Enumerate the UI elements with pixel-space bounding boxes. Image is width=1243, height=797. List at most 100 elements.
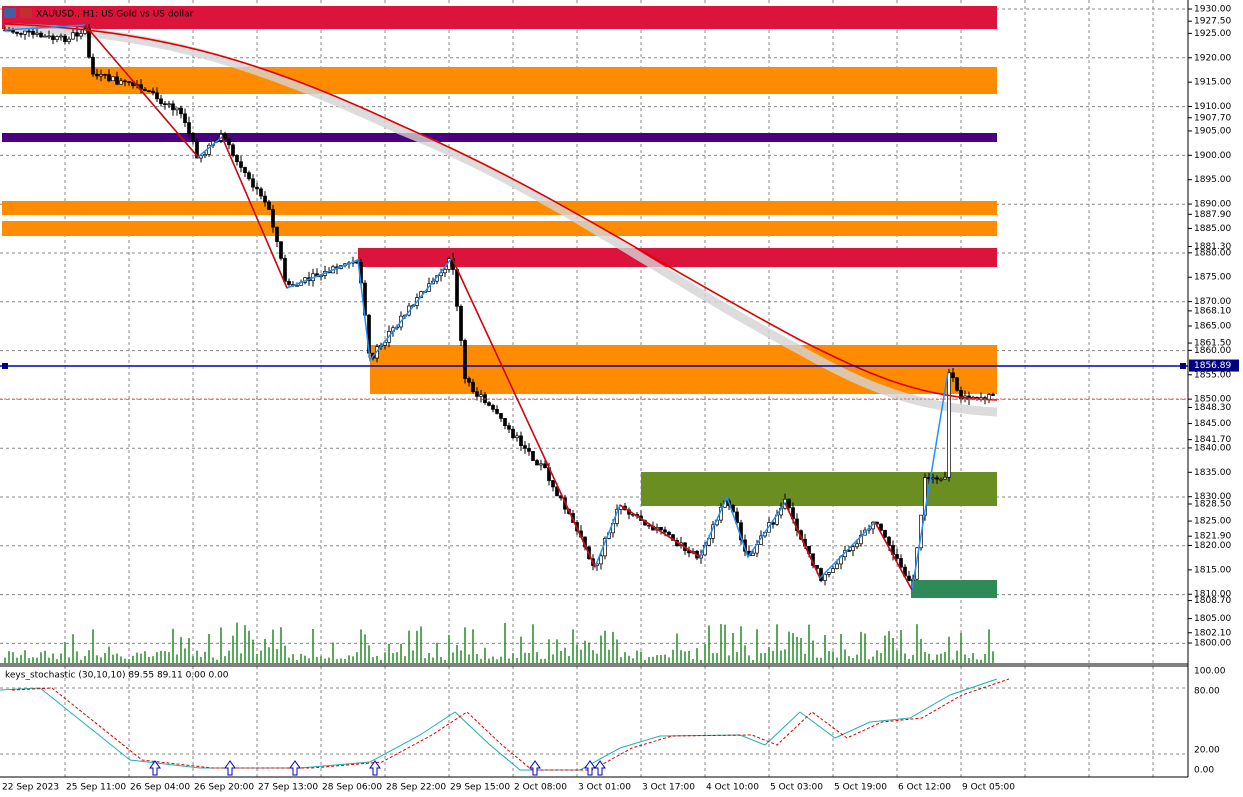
candle-body [883,529,887,538]
price-label: 1855.00 [1194,370,1231,380]
price-label: 1910.00 [1194,102,1231,112]
price-label: 1930.00 [1194,5,1231,15]
price-label: 1868.10 [1194,306,1231,316]
price-label: 1875.00 [1194,273,1231,283]
indicator-axis-label: 20.00 [1194,746,1220,756]
candle-body [67,38,71,42]
indicator-axis-label: 100.00 [1194,667,1226,677]
candle-body [143,88,147,91]
time-label: 28 Sep 06:00 [322,783,382,793]
candle-body [235,155,239,163]
icon [20,8,32,18]
candle-body [475,391,479,397]
candle-body [491,405,495,410]
price-label: 1865.00 [1194,322,1231,332]
candle-body [91,56,95,75]
candle-body [43,35,47,38]
zigzag-down [784,502,821,579]
price-label: 1895.00 [1194,175,1231,185]
candle-body [175,107,179,111]
zigzag-down [619,504,701,558]
candle-body [195,140,199,159]
price-label: 1848.30 [1194,403,1231,413]
candle-body [39,32,43,38]
volume [4,622,994,663]
price-label: 1830.00 [1194,492,1231,502]
candle-body [279,241,283,259]
time-label: 22 Sep 2023 [2,783,59,793]
candle-body [63,35,67,42]
candle-body [87,28,91,58]
candle-body [599,555,603,565]
candle-body [899,558,903,568]
candle-body [663,529,667,533]
candle-body [123,80,127,83]
price-label: 1802.10 [1194,628,1231,638]
price-label: 1887.90 [1194,210,1231,220]
candle-body [835,563,839,569]
price-label: 1885.00 [1194,224,1231,234]
price-label: 1915.00 [1194,78,1231,88]
signal-arrow [594,760,606,776]
candle-body [671,534,675,541]
price-label: 1850.00 [1194,395,1231,405]
candle-body [23,30,27,35]
price-label: 1925.00 [1194,29,1231,39]
candle-body [11,29,15,33]
line-handle [1180,363,1186,369]
candle-body [267,201,271,210]
candle-body [467,378,471,383]
candle-body [95,73,99,77]
candle-body [31,30,35,35]
candle-body [59,35,63,38]
candle-body [127,81,131,83]
price-label: 1820.00 [1194,541,1231,551]
signal-arrow [369,760,381,776]
price-label: 1900.00 [1194,151,1231,161]
candle-body [515,435,519,439]
candle-body [823,573,827,581]
candle-body [231,144,235,156]
moving-average-band [4,23,998,417]
price-marker-box [1189,359,1239,372]
candle-body [887,536,891,546]
candle-body [203,154,207,157]
candle-body [551,480,555,488]
candle-body [495,408,499,414]
candle-body [167,103,171,106]
indicator-axis-label: 0.00 [1194,766,1214,776]
icon [4,8,16,18]
zone [911,580,997,598]
candle-body [19,33,23,35]
candle-body [455,269,459,307]
candle-body [35,32,39,35]
candle-body [107,74,111,82]
candle-body [223,133,227,140]
stochastic [0,678,1010,776]
price-label: 1870.00 [1194,297,1231,307]
candle-body [659,527,663,531]
candle-body [183,113,187,123]
candle-body [191,132,195,142]
candle-body [71,32,75,40]
time-label: 25 Sep 11:00 [66,783,126,793]
zone [2,221,997,236]
candle-body [115,76,119,85]
zigzag-down [221,136,288,289]
candle-body [227,138,231,146]
candle-body [539,463,543,466]
candle-body [907,575,911,581]
time-label: 6 Oct 12:00 [898,783,951,793]
price-label: 1835.00 [1194,468,1231,478]
price-marker: 1856.89 [1194,361,1231,371]
candle-body [295,284,299,287]
candle-body [751,552,755,556]
candle-body [479,394,483,397]
time-label: 26 Sep 04:00 [130,783,190,793]
candle-body [939,478,943,481]
zigzag-down [451,257,596,568]
time-label: 29 Sep 15:00 [450,783,510,793]
price-label: 1825.00 [1194,517,1231,527]
candle-body [155,92,159,100]
time-label: 2 Oct 08:00 [514,783,567,793]
